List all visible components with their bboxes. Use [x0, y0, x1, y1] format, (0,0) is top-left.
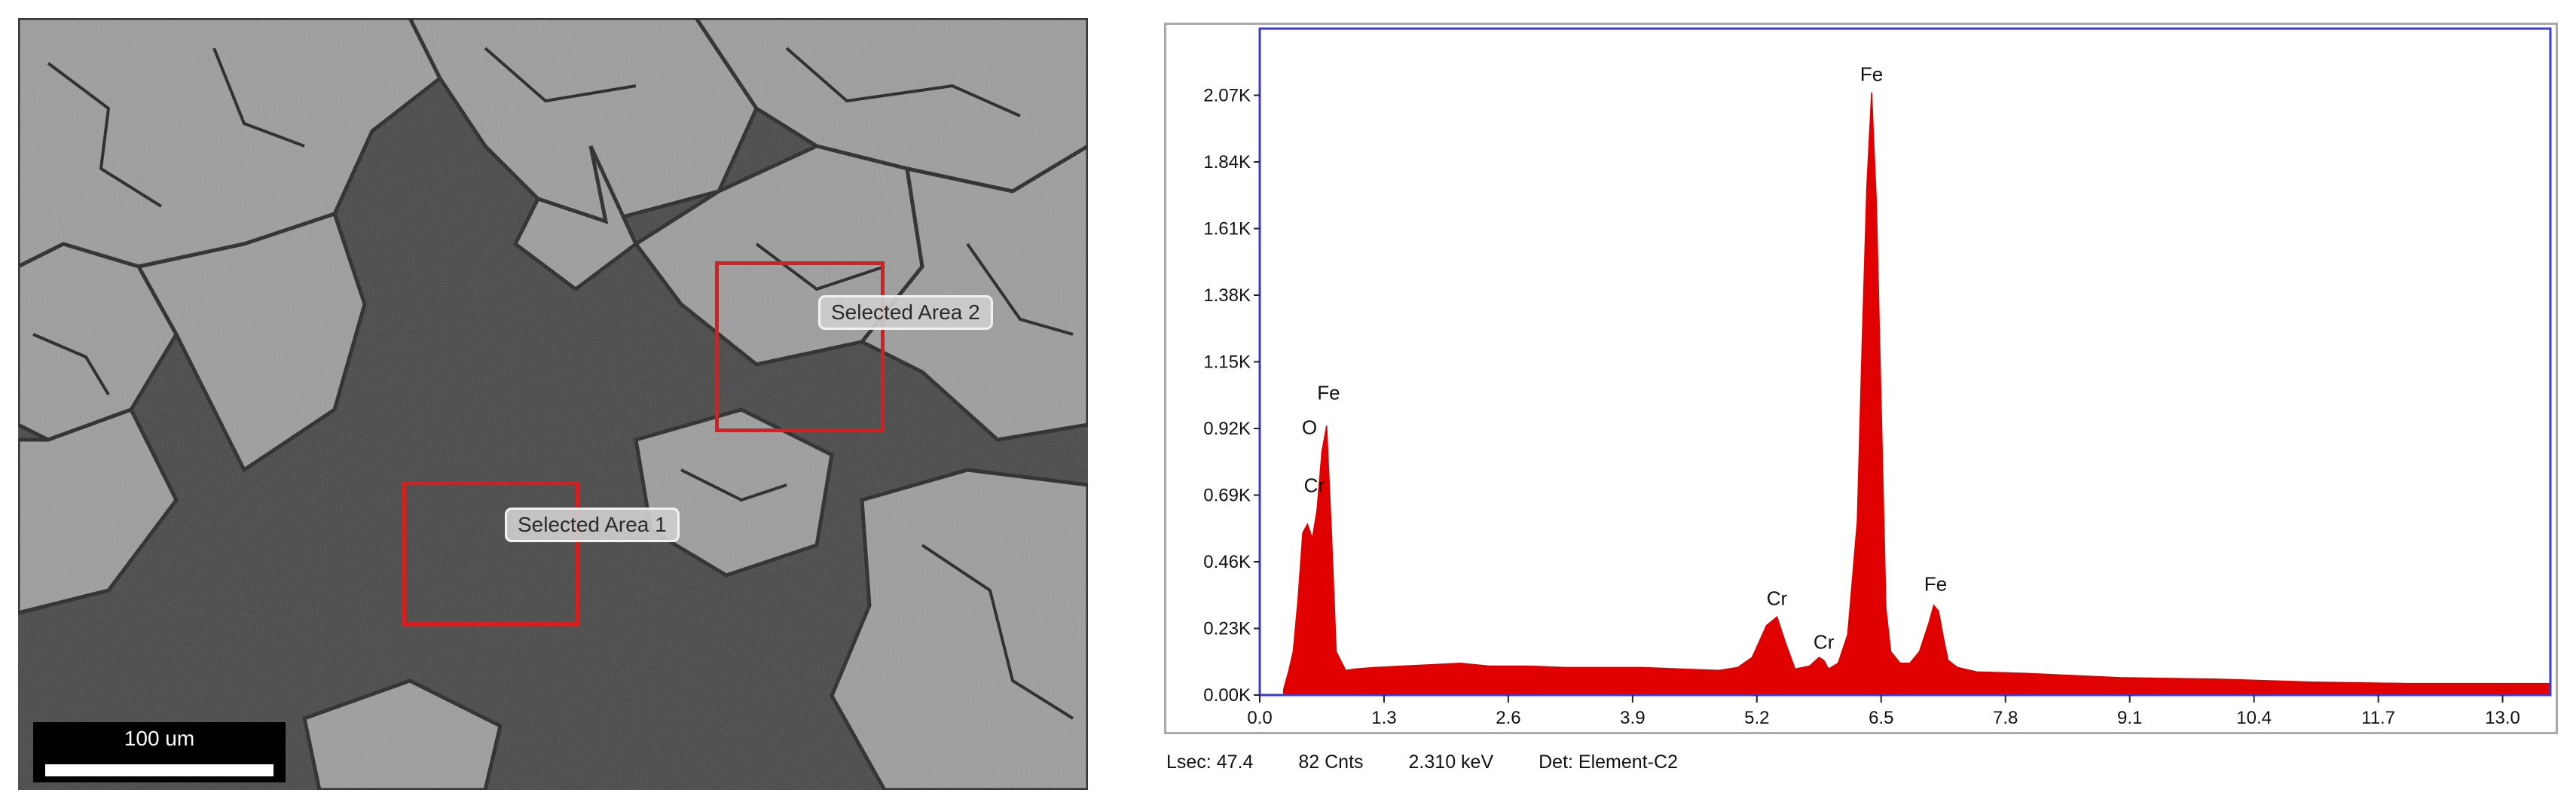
- x-tick-label: 13.0: [2485, 708, 2520, 728]
- x-tick-label: 1.3: [1371, 708, 1396, 728]
- y-tick-label: 1.84K: [1203, 152, 1251, 172]
- spectrum-area: [1282, 92, 2551, 696]
- scale-bar-line: [45, 764, 273, 776]
- y-tick-label: 0.69K: [1203, 486, 1251, 506]
- selected-area-2-box: [715, 261, 885, 432]
- y-tick-label: 0.92K: [1203, 419, 1251, 439]
- x-tick-label: 11.7: [2361, 708, 2395, 728]
- peak-label: O: [1302, 416, 1317, 439]
- scale-bar: 100 um: [33, 722, 286, 782]
- x-tick-label: 3.9: [1620, 708, 1645, 728]
- x-tick-label: 10.4: [2236, 708, 2272, 728]
- scale-bar-label: 100 um: [124, 727, 195, 750]
- plot-area: [1260, 29, 2550, 695]
- peak-label: Fe: [1924, 572, 1947, 595]
- x-tick-label: 0.0: [1247, 708, 1272, 728]
- y-tick-label: 0.23K: [1203, 619, 1251, 639]
- selected-area-1-box: [402, 481, 579, 626]
- y-tick-label: 0.00K: [1203, 685, 1251, 706]
- peak-label: Cr: [1304, 474, 1325, 497]
- peak-label: Fe: [1317, 382, 1340, 404]
- peak-label: Cr: [1767, 587, 1788, 610]
- sem-micrograph: Selected Area 1 Selected Area 2 100 um: [18, 18, 1088, 790]
- y-tick-label: 1.61K: [1203, 219, 1251, 239]
- status-energy: 2.310 keV: [1408, 752, 1494, 773]
- eds-spectrum-chart: 0.0 1.3 2.6 3.9 5.2 6.5 7.8 9.1 10.4 11.7 13.0 0.00…: [1203, 27, 2552, 728]
- x-tick-label: 7.8: [1993, 708, 2018, 728]
- x-tick-label: 6.5: [1869, 708, 1893, 728]
- y-tick-label: 2.07K: [1203, 86, 1251, 106]
- selected-area-1-label: Selected Area 1: [505, 508, 680, 542]
- y-tick-label: 1.15K: [1203, 352, 1251, 373]
- status-lsec: Lsec: 47.4: [1166, 752, 1254, 773]
- status-counts: 82 Cnts: [1298, 752, 1364, 773]
- status-bar: Lsec: 47.4 82 Cnts 2.310 keV Det: Elemen…: [1166, 752, 1723, 782]
- x-tick-label: 2.6: [1496, 708, 1520, 728]
- x-tick-label: 9.1: [2117, 708, 2142, 728]
- sem-texture: [18, 18, 1088, 790]
- peak-label: Cr: [1814, 630, 1835, 653]
- y-tick-label: 1.38K: [1203, 285, 1251, 306]
- status-detector: Det: Element-C2: [1539, 752, 1678, 773]
- y-tick-label: 0.46K: [1203, 552, 1251, 572]
- x-tick-label: 5.2: [1744, 708, 1769, 728]
- selected-area-2-label: Selected Area 2: [818, 295, 993, 330]
- peak-label: Fe: [1860, 63, 1883, 85]
